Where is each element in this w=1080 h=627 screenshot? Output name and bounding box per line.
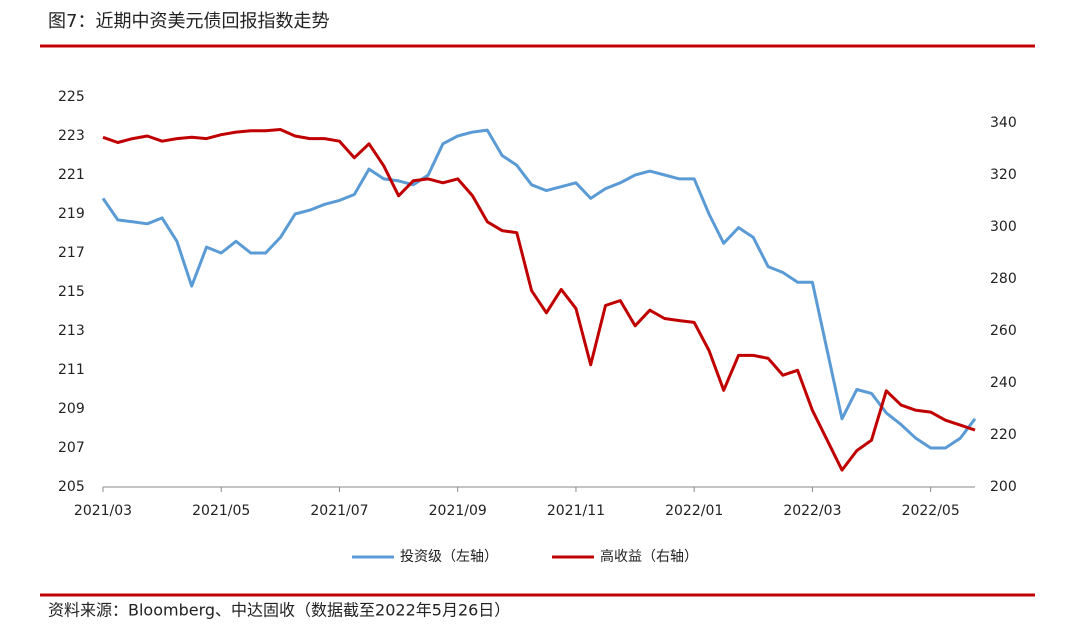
y2-tick-label: 200 [990, 479, 1017, 495]
y-tick-label: 205 [58, 479, 85, 495]
legend-label: 投资级（左轴） [400, 549, 498, 565]
y-tick-label: 221 [58, 167, 85, 183]
y-tick-label: 209 [58, 401, 85, 417]
x-tick-label: 2021/11 [547, 503, 605, 519]
y2-tick-label: 280 [990, 271, 1017, 287]
y-tick-label: 207 [58, 440, 85, 456]
y2-tick-label: 300 [990, 219, 1017, 235]
y2-tick-label: 320 [990, 167, 1017, 183]
x-tick-label: 2021/03 [74, 503, 132, 519]
y2-tick-label: 260 [990, 323, 1017, 339]
y-tick-label: 217 [58, 245, 85, 261]
x-tick-label: 2021/07 [310, 503, 368, 519]
y2-tick-label: 340 [990, 115, 1017, 131]
x-tick-label: 2021/05 [192, 503, 250, 519]
y-tick-label: 215 [58, 284, 85, 300]
legend-label: 高收益（右轴） [600, 548, 698, 565]
series-line [101, 128, 977, 450]
y2-tick-label: 220 [990, 427, 1017, 443]
chart-title: 图7：近期中资美元债回报指数走势 [48, 11, 329, 32]
y-tick-label: 223 [58, 128, 85, 144]
x-tick-label: 2022/05 [902, 503, 960, 519]
source-note: 资料来源：Bloomberg、中达固收（数据截至2022年5月26日） [48, 601, 510, 620]
x-tick-label: 2022/03 [783, 503, 841, 519]
y-tick-label: 211 [58, 362, 85, 378]
x-tick-label: 2022/01 [665, 503, 723, 519]
y2-tick-label: 240 [990, 375, 1017, 391]
y-tick-label: 225 [58, 89, 85, 105]
y-tick-label: 219 [58, 206, 85, 222]
series-line [102, 128, 976, 472]
x-tick-label: 2021/09 [429, 503, 487, 519]
y-tick-label: 213 [58, 323, 85, 339]
